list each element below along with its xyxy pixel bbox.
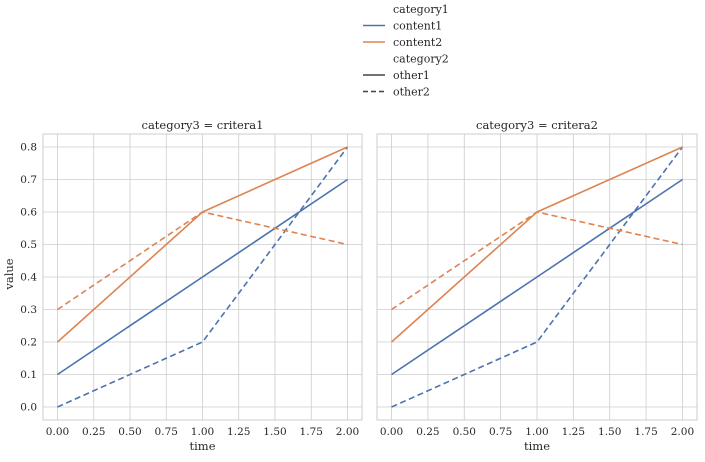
panel-1: 0.00 0.25 0.50 0.75 1.00 1.25 1.50 1.75 2.00 0.0 0… [20,118,363,453]
y-tick-label: 0.1 [20,369,37,381]
x-tick-label: 1.50 [598,426,621,438]
x-axis-label: time [189,439,215,453]
y-tick-label: 0.5 [20,239,37,251]
x-tick-label: 0.50 [118,426,141,438]
x-tick-label: 1.75 [300,426,323,438]
series-line-content1-other1 [57,178,348,376]
plot-frame [42,133,363,421]
x-tick-label: 2.00 [336,426,359,438]
legend: category1 content1 content2 category2 other1… [363,3,449,99]
y-tick-label: 0.0 [20,402,37,414]
x-tick-label: 1.25 [562,426,585,438]
x-tick-label: 0.00 [380,426,403,438]
panel-title: category3 = critera1 [142,118,264,132]
x-tick-label: 0.75 [489,426,512,438]
panel-title: category3 = critera2 [476,118,598,132]
x-tick-label: 0.75 [155,426,178,438]
x-tick-label: 1.00 [525,426,548,438]
legend-label-other1: other1 [393,69,430,82]
plot-frame [376,133,698,421]
x-tick-label: 0.25 [416,426,439,438]
series-line-content1-other1 [391,178,683,376]
chart-panels: 0.00 0.25 0.50 0.75 1.00 1.25 1.50 1.75 2.000.00… [20,118,698,453]
x-tick-label: 2.00 [671,426,694,438]
legend-label-content1: content1 [393,20,442,33]
legend-title-0: category1 [393,3,449,16]
series-line-content2-other2 [57,211,348,311]
x-tick-label: 0.00 [46,426,69,438]
y-tick-label: 0.7 [20,174,37,186]
series-line-content1-other2 [391,146,684,408]
x-tick-label: 0.25 [82,426,105,438]
series-line-content2-other2 [391,211,683,311]
x-axis-label: time [524,439,550,453]
panel-2: 0.00 0.25 0.50 0.75 1.00 1.25 1.50 1.75 2.00 cate… [376,118,698,453]
x-tick-label: 0.50 [453,426,476,438]
y-tick-label: 0.6 [20,207,37,219]
y-tick-label: 0.3 [20,304,37,316]
y-tick-label: 0.8 [20,142,37,154]
x-tick-label: 1.00 [191,426,214,438]
x-tick-label: 1.75 [634,426,657,438]
legend-label-content2: content2 [393,36,442,49]
y-tick-label: 0.4 [20,272,37,284]
y-tick-label: 0.2 [20,337,37,349]
legend-title-1: category2 [393,53,449,66]
x-tick-label: 1.50 [263,426,286,438]
y-axis-label: value [2,258,16,290]
legend-label-other2: other2 [393,86,430,99]
series-line-content1-other2 [57,146,349,408]
x-tick-label: 1.25 [227,426,250,438]
